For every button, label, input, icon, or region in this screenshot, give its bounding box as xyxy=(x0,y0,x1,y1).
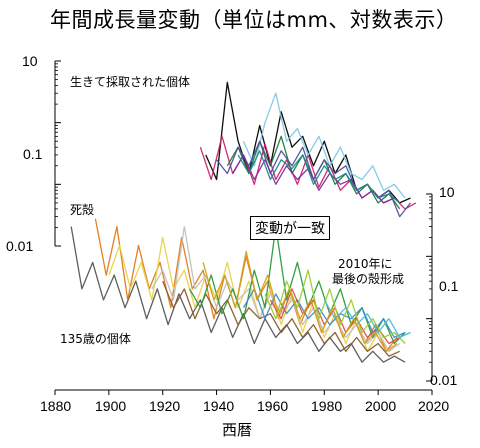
chart-title: 年間成長量変動（単位はmm、対数表示） xyxy=(50,8,458,32)
upper-series-line-6 xyxy=(232,154,395,204)
lower-series-group xyxy=(70,218,411,363)
annotation-last-shell-2010: 2010年に xyxy=(338,257,393,271)
y-tick-left-0.1: 0.1 xyxy=(23,146,43,162)
upper-series-line-1 xyxy=(205,81,411,204)
upper-series-group xyxy=(199,81,417,218)
upper-series-line-3 xyxy=(242,92,406,199)
x-tick-1940: 1940 xyxy=(203,398,235,414)
x-tick-1920: 1920 xyxy=(149,398,181,414)
annotation-living-specimen: 生きて採取された個体 xyxy=(70,75,191,89)
y-tick-right-0.1: 0.1 xyxy=(439,278,459,294)
y-tick-left-0.01: 0.01 xyxy=(6,238,34,254)
center-label-box: 変動が一致 xyxy=(250,216,330,240)
x-tick-1900: 1900 xyxy=(95,398,127,414)
x-tick-1960: 1960 xyxy=(257,398,289,414)
lower-series-line-3 xyxy=(108,236,401,352)
lower-series-line-6 xyxy=(189,225,406,345)
annotation-135-year-specimen: 135歳の個体 xyxy=(60,332,131,346)
axes xyxy=(54,60,433,395)
x-axis-label: 西暦 xyxy=(222,421,253,439)
lower-series-line-1 xyxy=(70,226,406,363)
x-tick-2020: 2020 xyxy=(418,398,450,414)
x-tick-1880: 1880 xyxy=(40,398,72,414)
x-tick-2000: 2000 xyxy=(365,398,397,414)
lower-series-line-9 xyxy=(264,269,406,344)
y-tick-right-0.01: 0.01 xyxy=(430,372,458,388)
y-tick-left-10: 10 xyxy=(22,53,38,69)
lower-series-line-11 xyxy=(202,250,398,352)
lower-series-line-10 xyxy=(323,299,411,339)
y-tick-right-10: 10 xyxy=(439,184,455,200)
x-tick-1980: 1980 xyxy=(311,398,343,414)
upper-series-line-7 xyxy=(237,150,401,204)
annotation-dead-shell: 死殻 xyxy=(70,203,95,217)
annotation-last-shell-formation: 最後の殻形成 xyxy=(332,272,405,286)
